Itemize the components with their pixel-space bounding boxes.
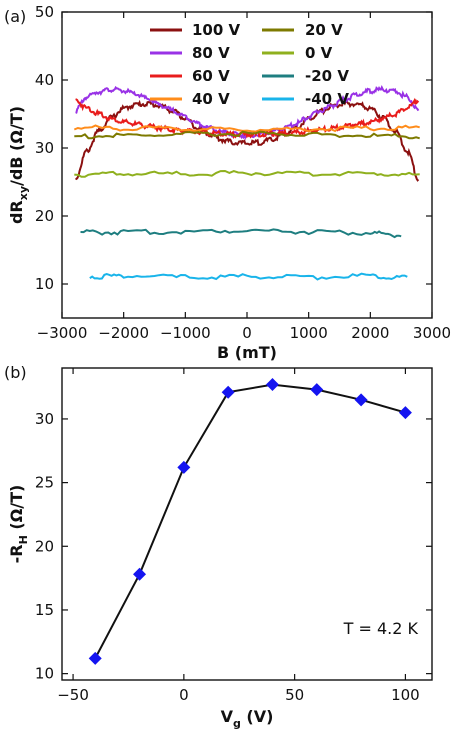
data-point-marker bbox=[177, 460, 191, 474]
chart-a-y-tick-label: 30 bbox=[35, 139, 54, 157]
legend-label: 80 V bbox=[192, 44, 230, 62]
chart-a-series bbox=[73, 85, 420, 281]
chart-b-y-tick-label: 10 bbox=[35, 665, 54, 683]
chart-b-y-tick-label: 25 bbox=[35, 474, 54, 492]
series-line-40V bbox=[73, 124, 420, 133]
series-line-minus40V bbox=[89, 272, 408, 281]
legend-entry: -40 V bbox=[262, 90, 349, 108]
chart-a-legend: 100 V 80 V 60 V 40 V 20 V 0 V -20 V -40 V bbox=[150, 21, 349, 108]
data-point-marker bbox=[354, 393, 368, 407]
legend-label: 40 V bbox=[192, 90, 230, 108]
chart-a-x-axis-label: B (mT) bbox=[217, 343, 277, 362]
chart-a-y-tick-label: 10 bbox=[35, 275, 54, 293]
chart-a-x-tick-label: 2000 bbox=[351, 324, 389, 342]
chart-a-y-tick-label: 20 bbox=[35, 207, 54, 225]
series-line-60V bbox=[75, 97, 420, 140]
panel-a-label: (a) bbox=[4, 7, 26, 26]
chart-a-y-axis-label: dRxy/dB (Ω/T) bbox=[7, 106, 30, 224]
chart-a-x-tick-label: 1000 bbox=[290, 324, 328, 342]
chart-b-plot-frame bbox=[61, 367, 433, 681]
legend-label: 20 V bbox=[305, 21, 343, 39]
chart-a-x-tick-label: 3000 bbox=[413, 324, 451, 342]
chart-a-x-tick-label: −3000 bbox=[37, 324, 88, 342]
legend-label: 0 V bbox=[305, 44, 333, 62]
legend-entry: 20 V bbox=[262, 21, 343, 39]
data-point-marker bbox=[310, 383, 324, 397]
chart-a-x-tick-label: −1000 bbox=[160, 324, 211, 342]
data-point-marker bbox=[88, 651, 102, 665]
chart-b-x-tick-label: 0 bbox=[179, 686, 189, 704]
chart-a-axes: −3000 −2000 −1000 0 1000 2000 3000 10 20 30 40 50 bbox=[35, 3, 451, 342]
chart-b-axes: −50 0 50 100 10 15 20 25 30 bbox=[35, 367, 433, 704]
chart-b-x-tick-label: 50 bbox=[285, 686, 304, 704]
series-line-20V bbox=[74, 130, 420, 140]
data-point-marker bbox=[398, 406, 412, 420]
legend-label: 100 V bbox=[192, 21, 241, 39]
chart-b-annotation: T = 4.2 K bbox=[343, 619, 419, 638]
legend-entry: 80 V bbox=[150, 44, 230, 62]
chart-b-y-tick-label: 20 bbox=[35, 537, 54, 555]
chart-a-x-tick-label: 0 bbox=[242, 324, 252, 342]
series-line-0V bbox=[74, 169, 420, 178]
series-line-minus20V bbox=[80, 228, 402, 239]
chart-b-x-tick-label: 100 bbox=[391, 686, 420, 704]
chart-b-y-tick-label: 15 bbox=[35, 601, 54, 619]
chart-b-y-axis-label: -RH (Ω/T) bbox=[7, 485, 30, 564]
data-point-marker bbox=[221, 385, 235, 399]
legend-entry: 60 V bbox=[150, 67, 230, 85]
data-point-marker bbox=[133, 567, 147, 581]
legend-label: -40 V bbox=[305, 90, 349, 108]
rh-connecting-line bbox=[94, 383, 406, 659]
chart-a-plot-frame bbox=[61, 11, 433, 319]
panel-b-label: (b) bbox=[4, 363, 27, 382]
legend-entry: 100 V bbox=[150, 21, 241, 39]
legend-entry: -20 V bbox=[262, 67, 349, 85]
series-line-100V bbox=[74, 99, 420, 182]
chart-a-y-tick-label: 50 bbox=[35, 3, 54, 21]
chart-b-x-axis-label: Vg (V) bbox=[221, 707, 274, 730]
chart-b-series bbox=[88, 378, 412, 665]
data-point-marker bbox=[265, 378, 279, 392]
chart-b-x-tick-label: −50 bbox=[57, 686, 89, 704]
legend-entry: 40 V bbox=[150, 90, 230, 108]
legend-label: -20 V bbox=[305, 67, 349, 85]
chart-b: −50 0 50 100 10 15 20 25 30 T = 4.2 K Vg (V) -RH… bbox=[7, 367, 433, 730]
legend-label: 60 V bbox=[192, 67, 230, 85]
chart-a-y-tick-label: 40 bbox=[35, 71, 54, 89]
chart-b-y-tick-label: 30 bbox=[35, 410, 54, 428]
legend-entry: 0 V bbox=[262, 44, 333, 62]
chart-a: −3000 −2000 −1000 0 1000 2000 3000 10 20 30 40 50 1… bbox=[7, 3, 451, 362]
chart-a-x-tick-label: −2000 bbox=[98, 324, 149, 342]
